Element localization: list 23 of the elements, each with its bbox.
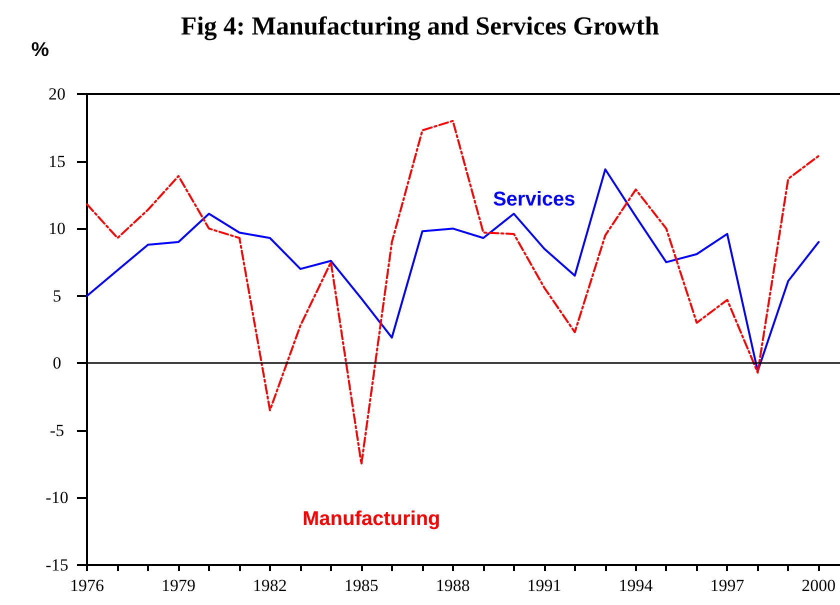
y-tick-label: -10 [46,488,68,508]
text: Manufacturing [302,508,440,530]
x-tick-label: 1982 [252,576,287,595]
x-tick-label: 1988 [436,576,470,595]
x-tick-label: 1997 [710,576,745,595]
y-tick-label: 0 [52,354,62,373]
x-tick-label: 2000 [802,576,836,595]
x-tick-label: 1994 [618,576,654,595]
y-tick-label: 5 [52,286,62,306]
y-tick-label: 15 [48,152,66,171]
x-tick-label: 1976 [70,576,104,595]
chart-title: Fig 4: Manufacturing and Services Growth [180,12,660,40]
series-label: Services [492,188,576,210]
x-tick-label: 1991 [527,576,562,595]
y-axis-title: % [31,39,50,61]
y-tick-label: 20 [48,84,66,104]
line-series [86,168,820,372]
x-tick-label: 1985 [344,576,378,595]
x-tick-label: 1979 [161,576,196,595]
y-tick-label: -5 [50,420,64,440]
y-tick-label: -15 [46,556,68,574]
line-series [86,120,820,466]
y-tick-label: 10 [48,219,66,238]
